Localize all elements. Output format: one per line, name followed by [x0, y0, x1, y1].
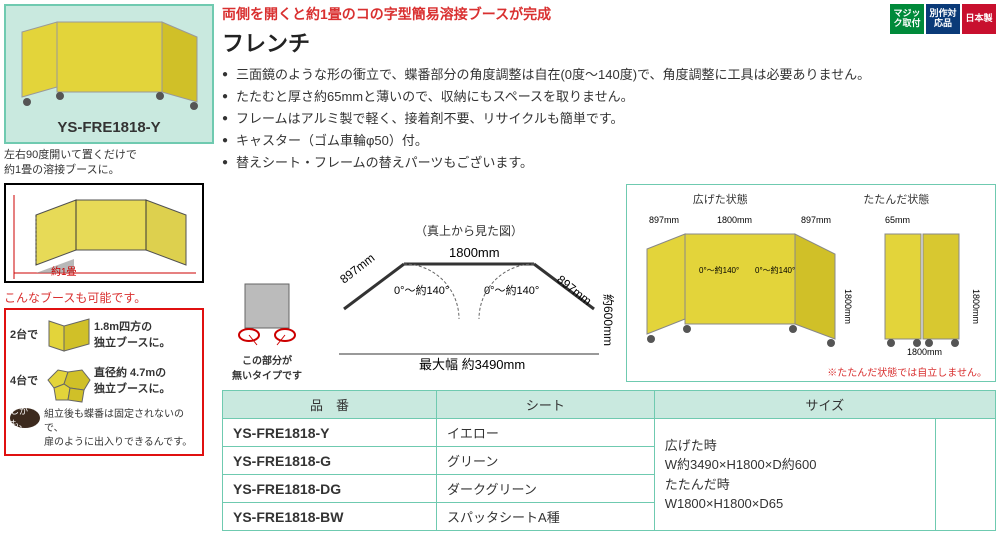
product-image-box: YS-FRE1818-Y — [4, 4, 214, 144]
title-row: 両側を開くと約1畳のコの字型簡易溶接ブースが完成 フレンチ マジック取付 別作対… — [222, 4, 996, 58]
bullet-item: 替えシート・フレームの替えパーツもございます。 — [222, 152, 996, 174]
table-row: YS-FRE1818-Y イエロー 広げた時 W約3490×H1800×D約60… — [223, 419, 996, 447]
svg-text:最大幅 約3490mm: 最大幅 約3490mm — [419, 357, 525, 372]
feature-bullets: 三面鏡のような形の衝立で、蝶番部分の角度調整は自在(0度～140度)で、角度調整… — [222, 64, 996, 174]
main-title: フレンチ — [222, 26, 551, 58]
diagram-row: この部分が 無いタイプです （真上から見た図） 1800mm 897mm 897… — [222, 184, 996, 382]
badges: マジック取付 別作対応品 日本製 — [890, 4, 996, 34]
th-code: 品 番 — [223, 391, 437, 419]
th-size: サイズ — [654, 391, 995, 419]
svg-text:1800mm: 1800mm — [907, 347, 942, 357]
spec-table: 品 番 シート サイズ YS-FRE1818-Y イエロー 広げた時 W約349… — [222, 390, 996, 531]
states-svg: 897mm 1800mm 897mm 0°～約140° 0°～約140° 180… — [635, 209, 987, 359]
angle-label: 約1畳 — [51, 265, 77, 278]
booth-row-4: 4台で 直径約 4.7mの 独立ブースに。 — [10, 360, 198, 404]
badge-jp: 日本製 — [962, 4, 996, 34]
product-code: YS-FRE1818-Y — [12, 119, 206, 136]
svg-text:0°～約140°: 0°～約140° — [699, 265, 739, 275]
bullet-item: キャスター（ゴム車輪φ50）付。 — [222, 130, 996, 152]
svg-text:897mm: 897mm — [337, 251, 377, 287]
bullet-item: 三面鏡のような形の衝立で、蝶番部分の角度調整は自在(0度～140度)で、角度調整… — [222, 64, 996, 86]
booth-4-icon — [44, 360, 94, 404]
sub-heading: 両側を開くと約1畳のコの字型簡易溶接ブースが完成 — [222, 4, 551, 24]
states-box: 広げた状態 たたんだ状態 897mm 1800mm 897mm 0°～約140°… — [626, 184, 996, 382]
page-container: YS-FRE1818-Y 左右90度開いて置くだけで 約1畳の溶接ブースに。 約… — [4, 4, 996, 531]
w-center: 1800mm — [449, 245, 500, 260]
fold-note: ※たたんだ状態では自立しません。 — [635, 364, 987, 379]
badge-magic: マジック取付 — [890, 4, 924, 34]
no-part-diagram: この部分が 無いタイプです — [222, 279, 312, 382]
svg-text:897mm: 897mm — [554, 273, 594, 309]
svg-text:0°～約140°: 0°～約140° — [484, 283, 539, 297]
bullet-item: たたむと厚さ約65mmと薄いので、収納にもスペースを取りません。 — [222, 86, 996, 108]
booth-hint: こんなブースも可能です。 — [4, 289, 214, 306]
angle-diagram: 約1畳 — [4, 183, 204, 283]
svg-text:1800mm: 1800mm — [717, 215, 752, 225]
booth-note: しかも、 組立後も蝶番は固定されないので、 扉のように出入りできるんです。 — [10, 408, 198, 450]
top-view-diagram: （真上から見た図） 1800mm 897mm 897mm 0°～約140° 0°… — [322, 222, 616, 382]
svg-text:0°～約140°: 0°～約140° — [394, 283, 449, 297]
bullet-item: フレームはアルミ製で軽く、接着剤不要、リサイクルも簡単です。 — [222, 108, 996, 130]
booth-options-box: 2台で 1.8m四方の 独立ブースに。 4台で 直径約 4.7mの 独立ブースに… — [4, 308, 204, 456]
th-sheet: シート — [437, 391, 655, 419]
svg-text:65mm: 65mm — [885, 215, 910, 225]
right-column: 両側を開くと約1畳のコの字型簡易溶接ブースが完成 フレンチ マジック取付 別作対… — [222, 4, 996, 531]
svg-text:1800mm: 1800mm — [843, 289, 853, 324]
svg-text:0°～約140°: 0°～約140° — [755, 265, 795, 275]
svg-text:897mm: 897mm — [801, 215, 831, 225]
pill-icon: しかも、 — [10, 408, 40, 428]
badge-custom: 別作対応品 — [926, 4, 960, 34]
open-label: 広げた状態 — [693, 191, 748, 207]
svg-text:897mm: 897mm — [649, 215, 679, 225]
booth-row-2: 2台で 1.8m四方の 独立ブースに。 — [10, 316, 198, 356]
product-caption: 左右90度開いて置くだけで 約1畳の溶接ブースに。 — [4, 148, 214, 179]
size-cell: 広げた時 W約3490×H1800×D約600 たたんだ時 W1800×H180… — [654, 419, 935, 531]
svg-text:1800mm: 1800mm — [971, 289, 981, 324]
product-illustration — [12, 12, 207, 112]
left-column: YS-FRE1818-Y 左右90度開いて置くだけで 約1畳の溶接ブースに。 約… — [4, 4, 214, 531]
booth-2-icon — [44, 316, 94, 356]
fold-label: たたんだ状態 — [863, 191, 929, 207]
svg-text:約600mm: 約600mm — [601, 294, 614, 346]
